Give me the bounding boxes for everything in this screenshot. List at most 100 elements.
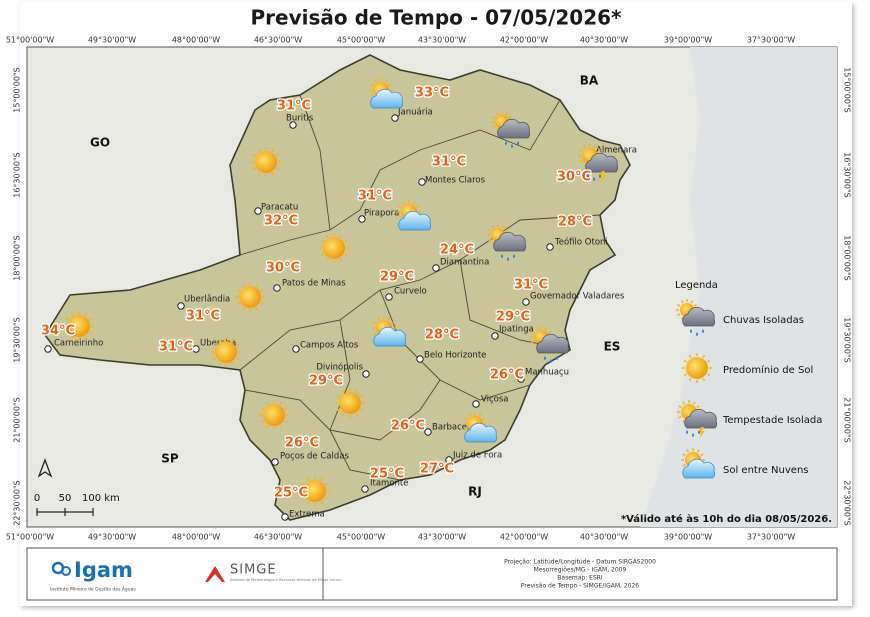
sun-ray — [252, 167, 256, 171]
sun-ray — [255, 307, 259, 311]
sun-ray — [579, 159, 583, 163]
latitude-label: 15°00'00"S — [13, 67, 22, 113]
legend-item: Sol entre Nuvens — [723, 465, 809, 476]
city-label: Diamantina — [440, 258, 489, 268]
sun-ray — [370, 83, 374, 87]
longitude-label: 39°00'00"W — [664, 533, 712, 542]
sun-ray — [464, 417, 468, 421]
sun-ray — [677, 313, 681, 317]
city-marker — [472, 400, 480, 408]
rain-drop — [702, 329, 704, 333]
city-marker — [391, 114, 399, 122]
sun-ray — [692, 401, 696, 405]
sun-ray — [217, 362, 221, 366]
sun-ray — [341, 389, 345, 393]
sun-ray — [388, 83, 392, 87]
sun-ray — [690, 300, 694, 304]
sun-ray — [696, 405, 700, 409]
sun-ray — [478, 413, 482, 417]
weather-icon — [491, 111, 531, 148]
weather-icon — [211, 337, 241, 367]
rain-drop — [593, 177, 595, 181]
credit-line: Mesorregiões/MG - IGAM, 2009 — [534, 567, 627, 574]
igam-name: Igam — [74, 558, 133, 582]
sun-ray — [464, 427, 468, 431]
sun-ray — [320, 477, 324, 481]
latitude-label: 15°00'00"S — [843, 67, 852, 113]
cloud — [373, 326, 407, 347]
latitude-label: 19°30'00"S — [843, 317, 852, 363]
simge-name: SIMGE — [230, 563, 277, 578]
weather-icon — [487, 224, 527, 261]
lightning — [698, 427, 705, 439]
city-label: Pirapora — [364, 209, 399, 219]
sun-ray — [702, 378, 706, 382]
longitude-label: 39°00'00"W — [664, 36, 712, 45]
sun-ray — [579, 149, 583, 153]
temperature-label: 31°C — [277, 99, 311, 114]
credit-line: Projeção: Latitude/Longitude - Datum SIR… — [504, 559, 656, 566]
sun — [215, 341, 237, 363]
city-marker — [271, 458, 279, 466]
temperature-label: 27°C — [420, 462, 454, 477]
rain-drop — [550, 359, 552, 363]
sun-ray — [492, 125, 496, 129]
temperature-label: 26°C — [490, 368, 524, 383]
city-marker — [416, 355, 424, 363]
sun-ray — [355, 389, 359, 393]
longitude-label: 45°00'00"W — [337, 36, 385, 45]
sun-ray — [547, 330, 551, 334]
sun-ray — [252, 153, 256, 157]
legend-item: Tempestade Isolada — [722, 415, 822, 426]
city-marker — [254, 207, 262, 215]
city-label: Januária — [397, 108, 433, 118]
sun-ray — [241, 283, 245, 287]
cloud — [585, 152, 619, 173]
sun-ray — [306, 501, 310, 505]
latitude-label: 16°30'00"S — [13, 152, 22, 198]
weather-icon — [397, 200, 432, 231]
simge-subtitle: Sistema de Meteorologia e Recursos Hídri… — [230, 578, 341, 582]
sun-ray — [271, 172, 275, 176]
city-marker — [361, 485, 369, 493]
longitude-label: 37°30'00"W — [747, 36, 795, 45]
sun-ray — [339, 234, 343, 238]
city-label: Patos de Minas — [282, 279, 346, 289]
city-marker — [491, 332, 499, 340]
sun-ray — [276, 167, 280, 171]
sun-ray — [271, 148, 275, 152]
temperature-label: 34°C — [41, 324, 75, 339]
sun-ray — [320, 253, 324, 257]
state-label: BA — [580, 74, 599, 88]
sun-ray — [231, 362, 235, 366]
sun-ray — [583, 163, 587, 167]
sun-ray — [355, 413, 359, 417]
longitude-label: 43°30'00"W — [418, 36, 466, 45]
city-marker — [517, 375, 525, 383]
temperature-label: 26°C — [391, 419, 425, 434]
sun-ray — [370, 93, 374, 97]
temperature-label: 29°C — [380, 270, 414, 285]
credit-line: Basemap: ESRI — [557, 575, 603, 582]
latitude-label: 21°00'00"S — [13, 397, 22, 443]
sun-ray — [491, 241, 495, 245]
city-label: Carneirinho — [54, 339, 103, 349]
rain-drop — [599, 174, 601, 178]
sun-ray — [597, 149, 601, 153]
sun-ray — [531, 330, 535, 334]
weather-icon — [335, 388, 365, 418]
city-marker — [522, 298, 530, 306]
sun-ray — [306, 477, 310, 481]
sun-ray — [336, 394, 340, 398]
sun-ray — [325, 482, 329, 486]
validity-note: *Válido até às 10h do dia 08/05/2026. — [621, 513, 832, 525]
sun — [255, 151, 277, 173]
sun-ray — [707, 359, 711, 363]
sun — [686, 357, 708, 379]
legend-icon — [681, 448, 716, 479]
temperature-label: 30°C — [266, 261, 300, 276]
sun-ray — [534, 343, 538, 347]
sun-ray — [341, 413, 345, 417]
city-label: Uberlândia — [184, 295, 230, 305]
state-label: ES — [604, 340, 621, 354]
